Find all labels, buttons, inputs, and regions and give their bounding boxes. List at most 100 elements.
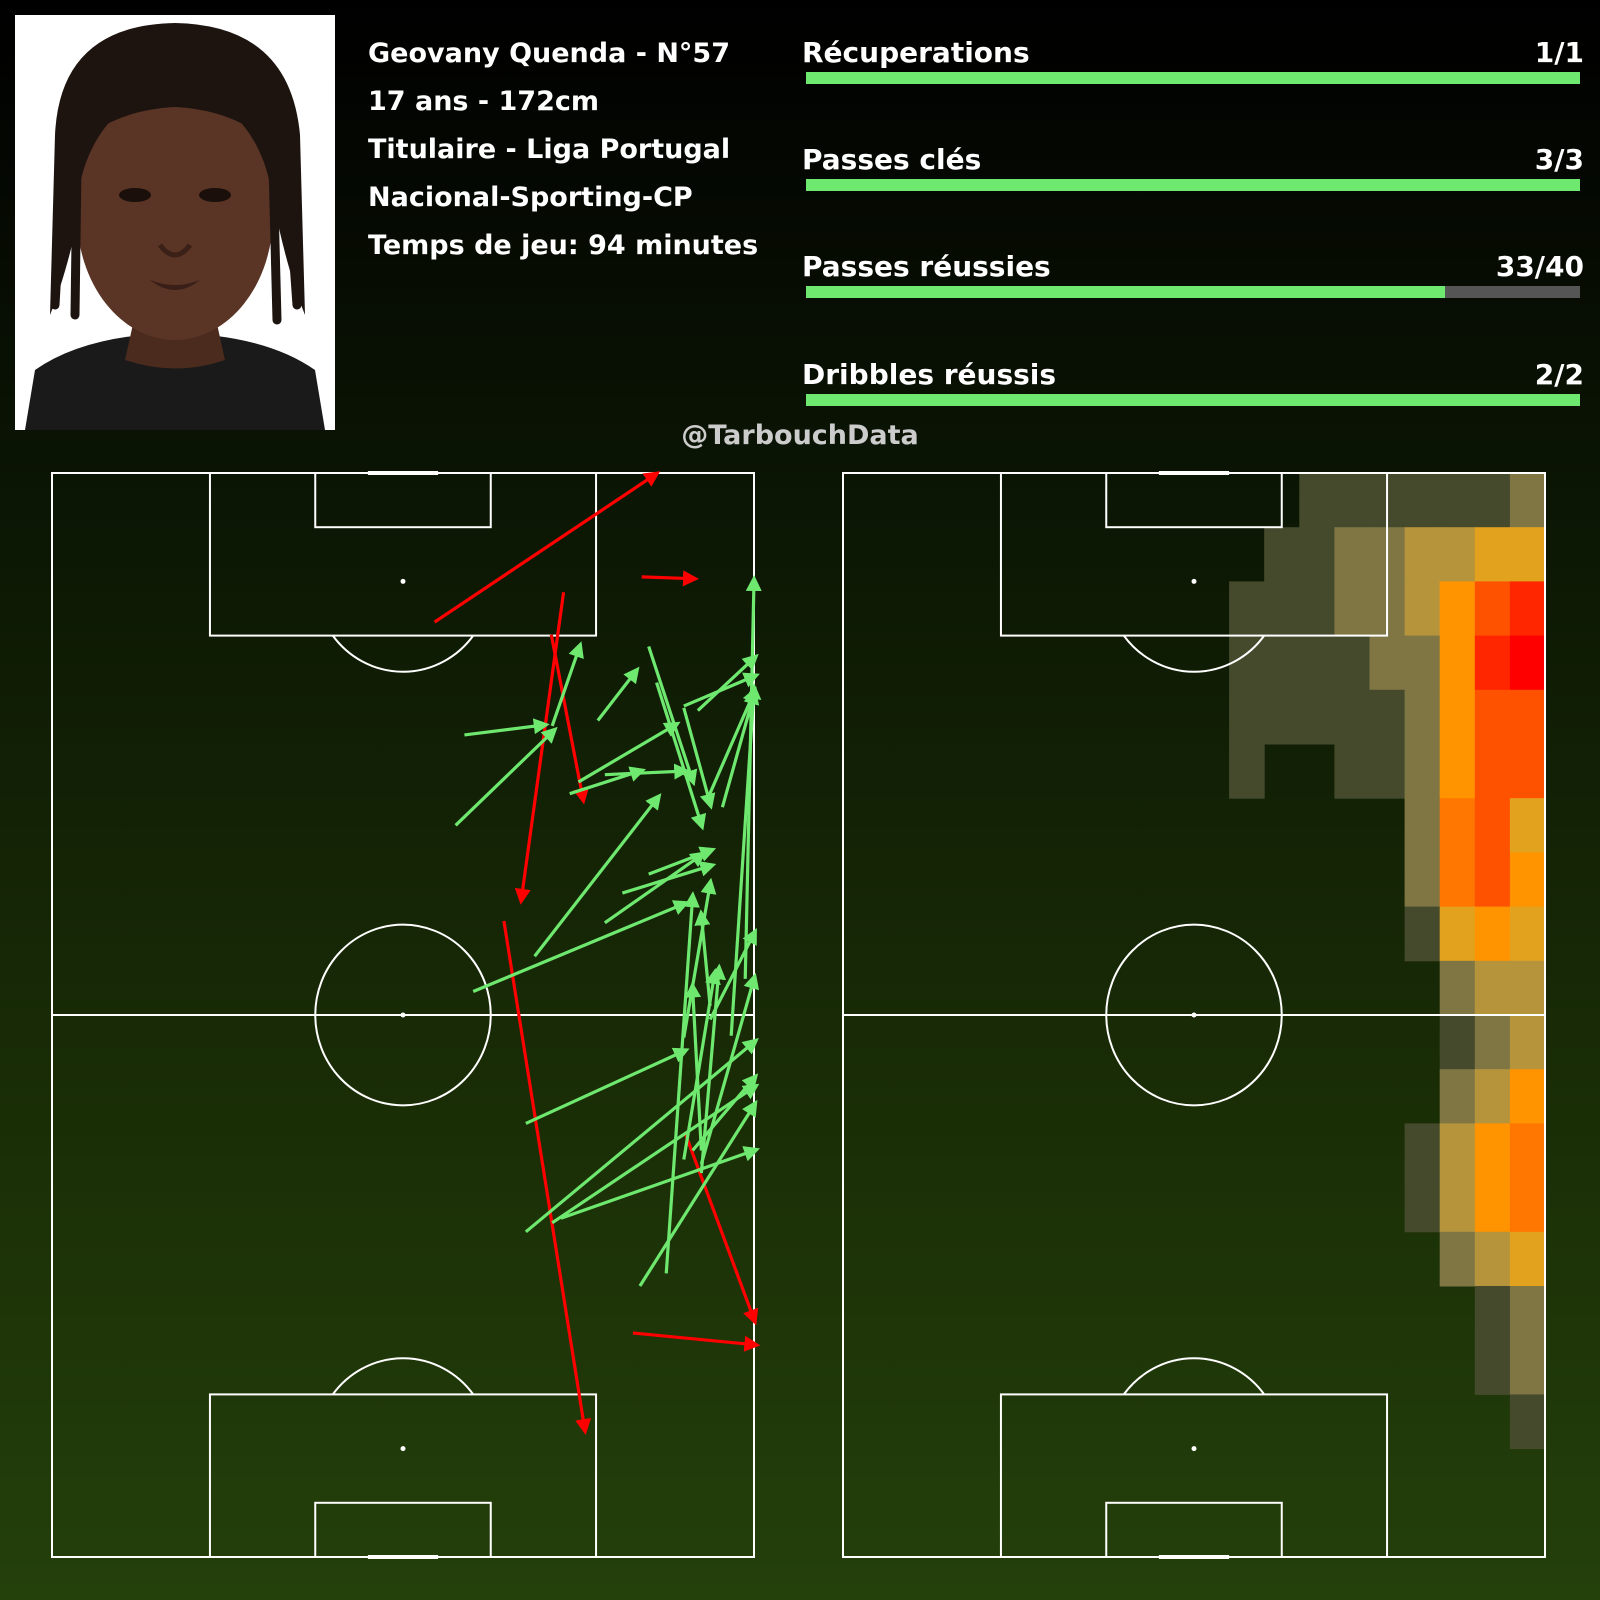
- heatmap-cell: [1404, 527, 1441, 582]
- heatmap-cell: [1264, 527, 1300, 582]
- heatmap-cell: [1439, 1177, 1476, 1233]
- match-name: Nacional-Sporting-CP: [368, 182, 693, 213]
- stat-value: 33/40: [1495, 250, 1584, 283]
- penalty-arc: [331, 1357, 475, 1395]
- stat-bar-track: [806, 179, 1580, 191]
- pass-success: [525, 1047, 690, 1125]
- heatmap-cell: [1299, 527, 1335, 582]
- heatmap-cell: [1439, 1231, 1476, 1287]
- heatmap-cell: [1369, 689, 1406, 745]
- centre-spot: [400, 1012, 406, 1018]
- stat-recuperations: Récuperations 1/1: [802, 36, 1584, 106]
- penalty-box: [999, 1393, 1389, 1559]
- pass-success: [720, 688, 760, 808]
- pass-success: [655, 682, 707, 831]
- pass-success: [696, 653, 759, 712]
- penalty-spot: [1191, 578, 1197, 584]
- pass-success: [647, 645, 698, 787]
- heatmap-cell: [1404, 635, 1441, 691]
- stat-bar-fill: [806, 286, 1445, 298]
- player-info: Geovany Quenda - N°57 17 ans - 172cm Tit…: [368, 30, 758, 270]
- player-photo: [15, 15, 335, 430]
- penalty-arc: [1122, 635, 1266, 673]
- pass-failed: [549, 634, 589, 805]
- pass-success: [682, 968, 721, 1160]
- heatmap-cell: [1439, 689, 1476, 745]
- heatmap-cell: [1509, 1123, 1546, 1179]
- pass-success: [604, 763, 691, 780]
- heatmap-cell: [1474, 798, 1511, 853]
- heatmap-cell: [1229, 744, 1265, 799]
- stat-label: Dribbles réussis: [802, 358, 1057, 391]
- heatmap-cell: [1334, 635, 1370, 691]
- pass-success: [533, 793, 662, 958]
- heatmap-cell: [1474, 744, 1511, 799]
- heatmap-cell: [1509, 744, 1546, 799]
- pass-success: [577, 721, 681, 784]
- heatmap-cell: [1229, 635, 1265, 691]
- player-name: Geovany Quenda - N°57: [368, 38, 730, 69]
- pass-success: [664, 891, 700, 1274]
- pass-arrows: [433, 471, 762, 1436]
- pass-failed: [433, 471, 661, 624]
- player-status-league: Titulaire - Liga Portugal: [368, 134, 731, 165]
- pass-success: [603, 851, 707, 925]
- pass-failed: [684, 1133, 759, 1326]
- heatmap-cell: [1439, 1069, 1476, 1124]
- player-age-height: 17 ans - 172cm: [368, 86, 599, 117]
- stat-bar-track: [806, 72, 1580, 84]
- heatmap-cell: [1474, 689, 1511, 745]
- heatmap-cell: [1474, 1069, 1511, 1124]
- pass-success: [706, 686, 758, 800]
- heatmap-cell: [1439, 1123, 1476, 1179]
- heatmap-cell: [1439, 527, 1476, 582]
- stat-passes-reussies: Passes réussies 33/40: [802, 250, 1584, 320]
- heatmap-cell: [1509, 960, 1546, 1016]
- heatmap-cell: [1509, 852, 1546, 908]
- pass-success: [699, 972, 760, 1165]
- stat-value: 2/2: [1534, 358, 1584, 391]
- heatmap-cell: [1474, 1015, 1511, 1070]
- heatmap-cell: [1369, 635, 1406, 691]
- heatmap-cell: [1439, 635, 1476, 691]
- heatmap-cell: [1439, 852, 1476, 908]
- stat-bar-fill: [806, 179, 1580, 191]
- six-yard-box: [314, 1501, 492, 1559]
- pass-failed: [641, 570, 699, 587]
- heatmap-cell: [1474, 1177, 1511, 1233]
- pass-map-pitch: [51, 471, 755, 1559]
- six-yard-box: [1105, 472, 1283, 529]
- heatmap-cell: [1474, 1123, 1511, 1179]
- pass-success: [454, 726, 558, 827]
- pass-success: [569, 766, 647, 796]
- centre-circle: [1105, 923, 1283, 1107]
- six-yard-box: [314, 472, 492, 529]
- heatmap-cell: [1509, 1069, 1546, 1124]
- pass-success: [683, 672, 760, 708]
- heatmap-cell: [1404, 798, 1441, 853]
- pass-success: [691, 1073, 759, 1152]
- pass-success: [694, 909, 712, 1007]
- heatmap-cell: [1299, 689, 1335, 745]
- pass-success: [596, 666, 640, 722]
- penalty-spot: [1191, 1446, 1197, 1452]
- pass-success: [524, 1038, 759, 1234]
- penalty-spot: [400, 1446, 406, 1452]
- heatmap-cell: [1334, 581, 1370, 637]
- stat-label: Récuperations: [802, 36, 1030, 69]
- pass-success: [551, 1083, 760, 1225]
- heatmap-cell: [1264, 581, 1300, 637]
- penalty-spot: [400, 578, 406, 584]
- heatmap-cell: [1474, 581, 1511, 637]
- pass-failed: [632, 1331, 761, 1352]
- heatmap-cell: [1509, 635, 1546, 691]
- watermark: @TarbouchData: [681, 420, 919, 451]
- stat-bar-fill: [806, 72, 1580, 84]
- heatmap-cell: [1299, 581, 1335, 637]
- heatmap-cell: [1369, 744, 1406, 799]
- heatmap-cell: [1404, 689, 1441, 745]
- heatmap-cell: [1439, 581, 1476, 637]
- heatmap-cell: [1439, 744, 1476, 799]
- penalty-box: [208, 1393, 598, 1559]
